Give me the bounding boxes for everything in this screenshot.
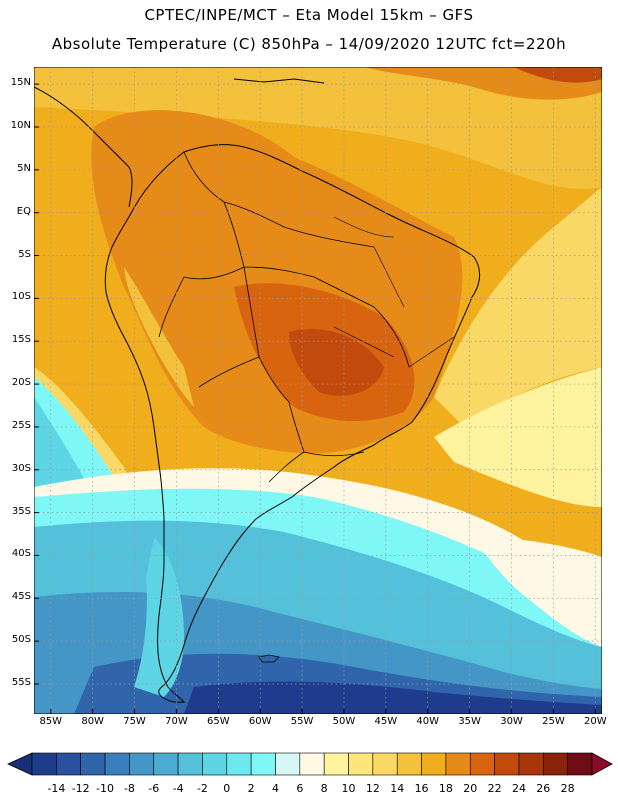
colorbar-label: 8 (320, 782, 328, 795)
central-america-coastline (34, 86, 133, 208)
temperature-band-16-east (434, 187, 602, 427)
lat-label: 10S (11, 291, 31, 303)
map-subtitle: Absolute Temperature (C) 850hPa – 14/09/… (51, 35, 567, 53)
colorbar-label: 4 (271, 782, 279, 795)
lat-label: 15N (10, 77, 31, 89)
lon-label: 50W (332, 716, 356, 727)
lat-label: 40S (11, 548, 31, 560)
colorbar-label: -4 (172, 782, 184, 795)
colorbar-label: 14 (390, 782, 405, 795)
lat-label: 35S (11, 505, 31, 517)
map-title: CPTEC/INPE/MCT – Eta Model 15km – GFS (144, 6, 474, 24)
colorbar-swatch (129, 752, 155, 776)
colorbar-label: -6 (148, 782, 160, 795)
colorbar-swatch (202, 752, 228, 776)
colorbar-swatch (299, 752, 325, 776)
colorbar-label: -2 (196, 782, 208, 795)
temperature-band-12-east (434, 367, 602, 507)
colorbar-label: 12 (365, 782, 380, 795)
colorbar-label: 6 (296, 782, 304, 795)
colorbar-label: 10 (341, 782, 356, 795)
state-borders (333, 216, 455, 368)
temperature-colorbar (7, 752, 613, 776)
colorbar-label: 22 (487, 782, 502, 795)
lon-label: 20W (583, 716, 607, 727)
colorbar-swatch (56, 752, 81, 776)
lat-label: 5S (18, 248, 31, 260)
colorbar-label: 16 (414, 782, 429, 795)
lat-label: 50S (11, 634, 31, 646)
axis-ticks (34, 83, 596, 714)
colorbar-label: 18 (438, 782, 453, 795)
lat-label: 30S (11, 462, 31, 474)
lon-label: 65W (206, 716, 230, 727)
colorbar-swatch (250, 752, 276, 776)
south-america-coastline (104, 144, 481, 703)
colorbar-swatch (421, 752, 447, 776)
colorbar-swatch (372, 752, 398, 776)
colorbar-under-triangle (7, 752, 33, 776)
lon-label: 30W (500, 716, 523, 727)
colorbar-swatch (80, 752, 106, 776)
colorbar-swatch (518, 752, 544, 776)
colorbar-label: 26 (536, 782, 551, 795)
temperature-band-18 (34, 67, 602, 189)
lon-label: 40W (416, 716, 440, 727)
colorbar-label: -8 (123, 782, 135, 795)
colorbar-label: -10 (96, 782, 115, 795)
lon-label: 55W (290, 716, 314, 727)
colorbar-swatch (275, 752, 301, 776)
lat-label: 25S (11, 419, 31, 431)
colorbar-swatch (494, 752, 520, 776)
colorbar-swatch (348, 752, 374, 776)
lat-label: 20S (11, 377, 31, 389)
lon-label: 60W (248, 716, 272, 727)
colorbar-swatch (323, 752, 349, 776)
colorbar-swatch (445, 752, 471, 776)
colorbar-label: 0 (223, 782, 231, 795)
lon-label: 25W (542, 716, 565, 727)
temperature-map (34, 67, 602, 714)
lon-label: 80W (81, 716, 104, 727)
colorbar-swatch (177, 752, 203, 776)
temperature-band-26-core (289, 328, 384, 396)
colorbar-swatch (543, 752, 568, 776)
colorbar-label: 28 (560, 782, 575, 795)
temperature-band-26-ne (514, 67, 602, 83)
temperature-band-8-southeast (474, 537, 602, 647)
colorbar-swatch (31, 752, 57, 776)
lat-label: 5N (17, 162, 31, 174)
colorbar-swatch (153, 752, 179, 776)
lon-label: 35W (458, 716, 481, 727)
falkland-islands (258, 654, 280, 663)
lon-label: 45W (374, 716, 398, 727)
lon-label: 70W (165, 716, 188, 727)
colorbar-label: 2 (247, 782, 255, 795)
lat-label: 10N (10, 119, 31, 131)
colorbar-swatch (226, 752, 252, 776)
lat-label: 55S (11, 677, 31, 688)
colorbar-swatch (104, 752, 130, 776)
colorbar-label: 20 (463, 782, 478, 795)
lon-label: 85W (39, 716, 63, 727)
colorbar-swatch (396, 752, 422, 776)
lon-label: 75W (123, 716, 146, 727)
colorbar-swatch (567, 752, 593, 776)
country-borders (158, 151, 410, 483)
colorbar-swatch (469, 752, 495, 776)
colorbar-label: -12 (71, 782, 90, 795)
caribbean-coastline (233, 78, 325, 84)
lat-lon-grid (34, 67, 602, 714)
colorbar-over-triangle (591, 752, 613, 776)
colorbar-label: 24 (511, 782, 526, 795)
lat-label: EQ (16, 205, 31, 217)
lat-label: 15S (11, 334, 31, 346)
colorbar-label: -14 (47, 782, 66, 795)
temperature-band-minus14-south (184, 681, 602, 714)
lat-label: 45S (11, 591, 31, 603)
